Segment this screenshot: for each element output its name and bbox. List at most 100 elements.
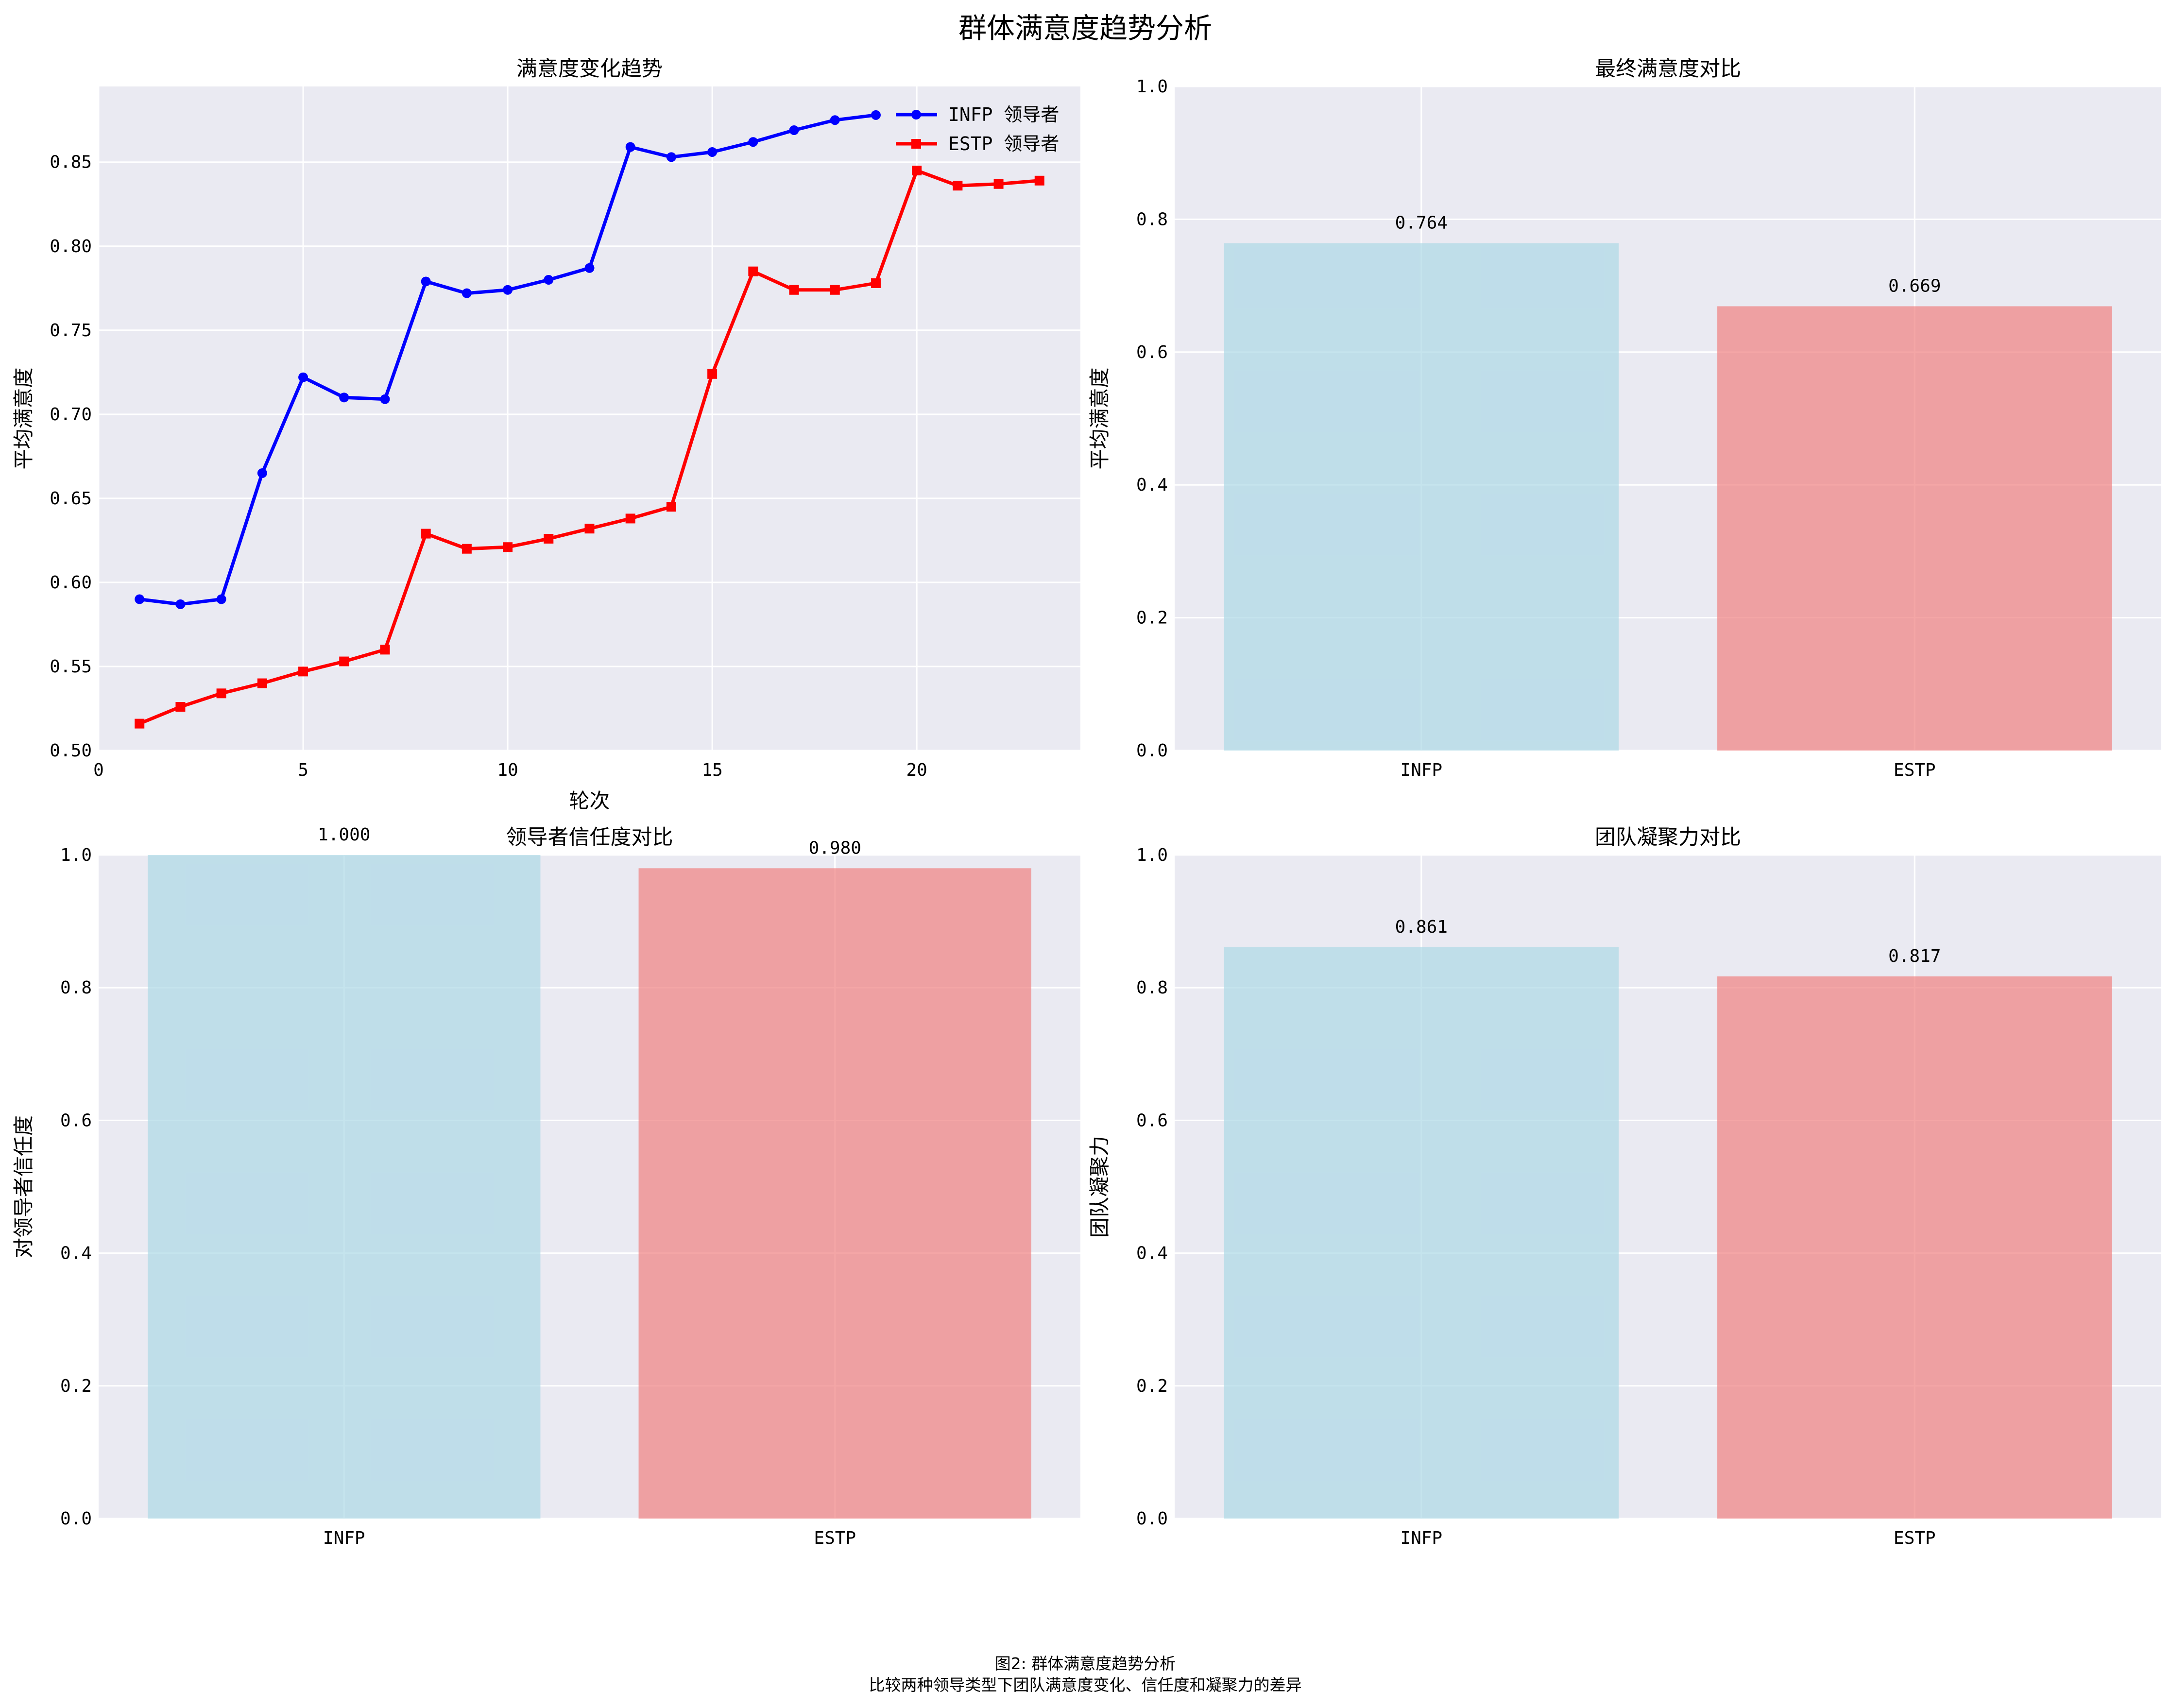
y-tick-label: 0.85 [50,153,92,172]
x-axis-label: 轮次 [569,789,610,813]
data-point [993,179,1004,189]
y-tick-label: 0.8 [60,978,92,998]
data-point [748,137,758,147]
x-tick-label: ESTP [1894,760,1936,780]
bar-infp [148,855,541,1519]
y-tick-label: 0.6 [60,1110,92,1130]
data-point [503,542,513,552]
bar-estp [638,868,1031,1519]
y-tick-label: 0.0 [1136,1509,1168,1529]
bar-infp [1224,243,1619,751]
data-point [503,285,513,295]
y-tick-label: 1.0 [1136,845,1168,865]
data-point [584,524,595,534]
y-axis-label: 对领导者信任度 [12,1115,35,1258]
panel-title: 团队凝聚力对比 [1595,825,1741,850]
bar-estp [1717,976,2112,1519]
x-tick-label: INFP [1400,1528,1442,1548]
bar-value-label: 0.764 [1395,213,1448,233]
y-axis-label: 团队凝聚力 [1088,1136,1111,1238]
data-point [871,110,881,120]
data-point [625,142,635,152]
y-axis-label: 平均满意度 [1088,367,1111,469]
y-tick-label: 0.65 [50,489,92,509]
y-tick-label: 0.70 [50,405,92,425]
legend-marker [911,139,921,149]
x-tick-label: ESTP [814,1528,856,1548]
data-point [380,645,390,655]
x-tick-label: ESTP [1894,1528,1936,1548]
data-point [666,152,676,162]
legend-label: ESTP 领导者 [948,133,1059,154]
data-point [789,125,799,135]
y-tick-label: 0.2 [1136,1376,1168,1396]
data-point [462,544,472,554]
x-tick-label: 15 [701,760,722,780]
data-point [830,285,840,295]
data-point [421,529,431,539]
x-tick-label: INFP [323,1528,365,1548]
bar-value-label: 1.000 [318,825,370,845]
x-tick-label: 5 [298,760,308,780]
y-tick-label: 0.8 [1136,978,1168,998]
data-point [216,594,226,604]
y-tick-label: 0.80 [50,237,92,256]
data-point [748,266,758,276]
data-point [1034,175,1044,186]
data-point [339,393,349,403]
y-tick-label: 0.2 [1136,608,1168,628]
x-tick-label: 10 [497,760,518,780]
data-point [953,181,963,191]
data-point [707,369,718,379]
bar-value-label: 0.669 [1888,276,1941,296]
data-point [707,147,718,157]
y-tick-label: 0.4 [1136,475,1168,495]
data-point [175,702,186,712]
bar-estp [1717,306,2112,751]
y-tick-label: 0.2 [60,1376,92,1396]
y-tick-label: 0.6 [1136,342,1168,362]
data-point [135,718,145,729]
x-tick-label: 20 [906,760,927,780]
y-tick-label: 0.50 [50,741,92,761]
data-point [257,468,267,478]
legend-label: INFP 领导者 [948,104,1059,125]
caption-line-1: 图2: 群体满意度趋势分析 [995,1654,1176,1673]
data-point [175,599,186,609]
data-point [462,288,472,298]
y-tick-label: 0.6 [1136,1110,1168,1130]
plot-area [99,86,1080,751]
data-point [789,285,799,295]
y-tick-label: 0.0 [60,1509,92,1529]
data-point [544,274,554,285]
panel-title: 领导者信任度对比 [506,825,673,850]
bar-value-label: 0.817 [1888,946,1941,966]
data-point [135,594,145,604]
data-point [421,276,431,287]
y-tick-label: 0.0 [1136,741,1168,761]
panel-title: 满意度变化趋势 [516,57,663,81]
y-tick-label: 1.0 [1136,77,1168,97]
data-point [380,394,390,404]
data-point [298,666,308,677]
panels: 0.500.550.600.650.700.750.800.85满意度变化趋势平… [12,57,2161,1548]
x-tick-label: 0 [93,760,104,780]
y-tick-label: 0.75 [50,321,92,341]
figure-title: 群体满意度趋势分析 [958,12,1212,45]
bar-infp [1224,947,1619,1519]
data-point [544,533,554,544]
data-point [584,263,595,273]
y-tick-label: 0.60 [50,573,92,593]
data-point [339,656,349,666]
bar-value-label: 0.980 [809,838,861,858]
panel-1: 0.50 0.55 0.60 0.65 0.70 0.75 0.80 0.85 满意度变化趋势平… [12,57,1080,813]
caption-line-2: 比较两种领导类型下团队满意度变化、信任度和凝聚力的差异 [869,1675,1302,1694]
data-point [257,678,267,688]
data-point [912,166,922,176]
data-point [871,278,881,288]
y-tick-label: 0.55 [50,657,92,677]
